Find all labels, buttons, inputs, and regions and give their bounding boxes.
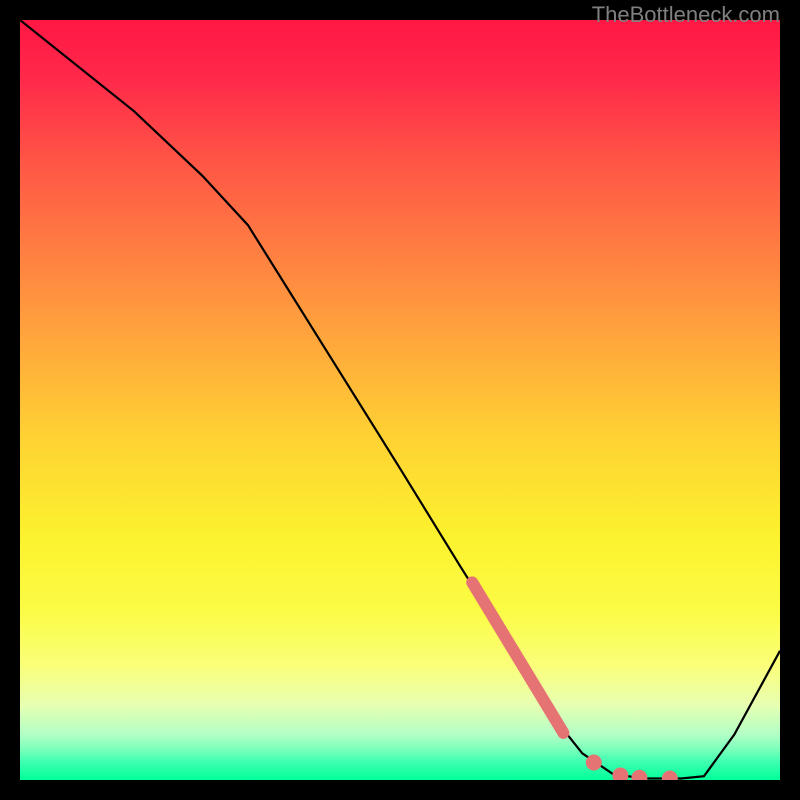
dot-marker [586, 755, 602, 771]
chart-svg [20, 20, 780, 780]
watermark-text: TheBottleneck.com [592, 2, 780, 28]
bottleneck-chart [20, 20, 780, 780]
chart-background [20, 20, 780, 780]
